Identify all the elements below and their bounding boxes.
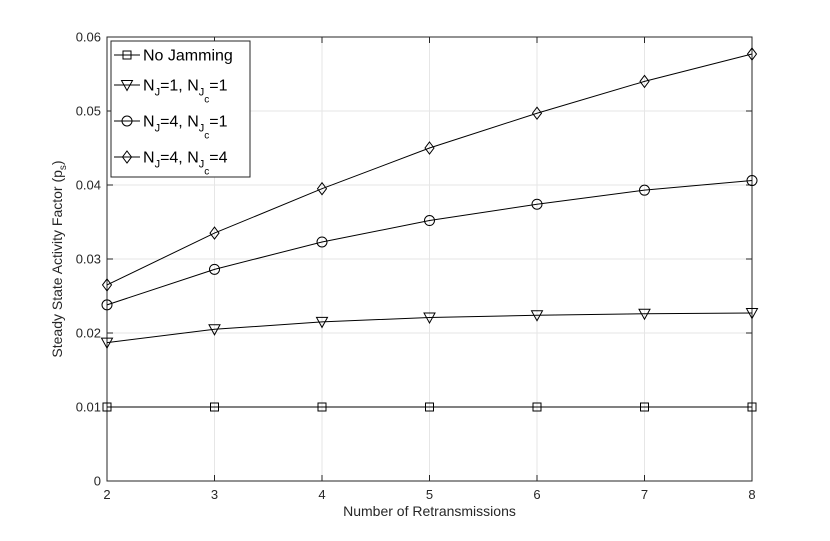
legend-entry: NJ=4, NJc=1: [114, 114, 228, 142]
legend-entry: No Jamming: [114, 48, 233, 65]
data-point-triangle-down: [638, 308, 651, 321]
series-triangle-down: [100, 308, 759, 350]
series-circle: [101, 175, 758, 311]
data-point-square: [317, 402, 327, 412]
x-tick-label: 4: [318, 487, 325, 502]
data-point-diamond: [424, 141, 435, 155]
legend-label: No Jamming: [143, 48, 233, 65]
data-point-triangle-down: [423, 312, 436, 324]
legend-entry: NJ=1, NJc=1: [114, 78, 228, 106]
series-group: [100, 47, 759, 412]
y-tick-label: 0.01: [76, 400, 101, 415]
data-point-triangle-down: [530, 310, 544, 322]
data-point-triangle-down: [100, 337, 114, 350]
axes: [106, 36, 753, 482]
data-point-diamond: [209, 226, 220, 240]
data-point-triangle-down: [745, 308, 759, 320]
legend-box: [110, 40, 251, 178]
data-point-diamond: [531, 106, 543, 121]
axis-labels: 2 3 4 5 6 7 8 0 0.01 0.02 0.03 0.04 0.05 0.06 Number o…: [49, 30, 756, 520]
data-point-square: [425, 402, 434, 412]
data-point-circle: [101, 299, 113, 311]
data-point-circle: [531, 198, 543, 210]
legend-label: NJ=1, NJc=1: [143, 78, 228, 106]
data-point-diamond: [101, 278, 113, 292]
y-tick-label: 0.05: [76, 104, 101, 119]
x-tick-label: 7: [641, 487, 648, 502]
legend-label: NJ=4, NJc=1: [143, 114, 228, 142]
series-line: [106, 180, 753, 306]
data-point-circle: [746, 175, 758, 187]
data-point-diamond: [316, 181, 328, 196]
legend-marker-circle: [121, 115, 133, 127]
data-point-square: [210, 402, 219, 412]
x-tick-label: 3: [211, 487, 218, 502]
legend-marker-diamond: [121, 150, 133, 164]
series-diamond: [101, 47, 758, 292]
x-tick-label: 5: [426, 487, 433, 502]
data-point-circle: [316, 236, 328, 248]
data-point-triangle-down: [315, 316, 329, 329]
data-point-square: [747, 402, 757, 412]
x-tick-label: 6: [533, 487, 540, 502]
data-point-circle: [639, 184, 650, 196]
legend: No Jamming NJ=1, NJc=1 NJ=4, NJc=1 NJ=4, NJ…: [110, 40, 251, 178]
y-tick-label: 0.06: [76, 30, 101, 45]
y-tick-label: 0.04: [76, 178, 101, 193]
legend-label: NJ=4, NJc=4: [143, 150, 228, 178]
data-point-square: [102, 402, 112, 412]
x-tick-label: 8: [748, 487, 755, 502]
data-point-diamond: [746, 47, 758, 61]
series-line: [106, 312, 753, 344]
series-line: [106, 53, 753, 286]
legend-marker-square: [122, 50, 132, 60]
data-point-diamond: [639, 74, 650, 89]
data-point-square: [640, 402, 649, 412]
y-tick-label: 0: [94, 474, 101, 489]
y-tick-label: 0.03: [76, 252, 101, 267]
data-point-square: [532, 402, 542, 412]
data-point-circle: [424, 215, 435, 227]
data-point-triangle-down: [208, 324, 221, 336]
x-axis-label: Number of Retransmissions: [343, 503, 516, 519]
data-point-circle: [209, 263, 220, 275]
legend-entry: NJ=4, NJc=4: [114, 150, 228, 178]
series-square: [102, 402, 757, 412]
legend-marker-triangle-down: [120, 80, 134, 92]
y-tick-label: 0.02: [76, 326, 101, 341]
x-tick-label: 2: [103, 487, 110, 502]
y-axis-label: Steady State Activity Factor (ps): [49, 160, 69, 357]
